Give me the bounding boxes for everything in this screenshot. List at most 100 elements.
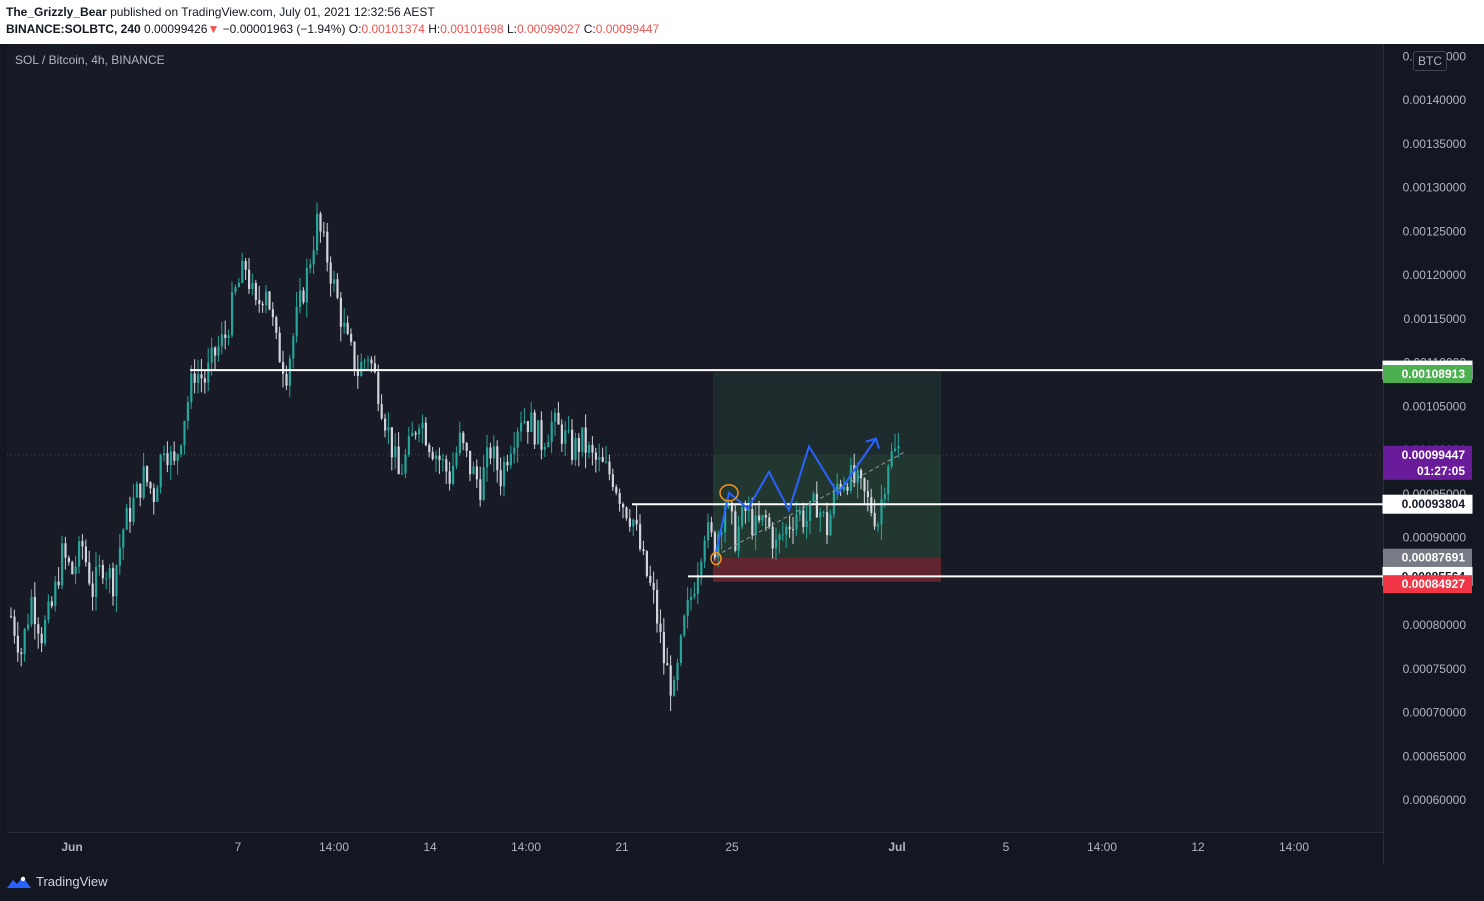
candle-body bbox=[288, 358, 291, 386]
y-tick-label: 0.00140000 bbox=[1403, 93, 1467, 107]
candle-body bbox=[880, 499, 883, 525]
candle-body bbox=[78, 541, 81, 567]
candle-body bbox=[465, 443, 468, 451]
candle-body bbox=[370, 359, 373, 364]
candle-body bbox=[227, 335, 230, 338]
candle-body bbox=[608, 461, 611, 475]
candle-body bbox=[299, 290, 302, 307]
author-name[interactable]: The_Grizzly_Bear bbox=[6, 5, 107, 19]
candle-body bbox=[74, 566, 77, 575]
candle-body bbox=[530, 412, 533, 433]
candle-body bbox=[482, 467, 485, 500]
candle-body bbox=[176, 454, 179, 461]
open-label: O: bbox=[348, 22, 362, 36]
candle-body bbox=[754, 515, 757, 536]
candle-body bbox=[105, 578, 108, 580]
candle-body bbox=[472, 466, 475, 475]
candle-body bbox=[492, 446, 495, 459]
candle-body bbox=[475, 466, 478, 480]
candle-body bbox=[622, 503, 625, 508]
chart-pane[interactable] bbox=[7, 44, 1383, 832]
candle-body bbox=[802, 510, 805, 528]
candle-body bbox=[707, 522, 710, 541]
x-tick-label: 12 bbox=[1191, 840, 1205, 854]
candle-body bbox=[81, 541, 84, 547]
candle-body bbox=[424, 422, 427, 446]
candle-body bbox=[730, 502, 733, 512]
candle-body bbox=[200, 374, 203, 379]
candle-body bbox=[618, 492, 621, 504]
candle-body bbox=[305, 268, 308, 303]
candle-body bbox=[877, 524, 880, 527]
candle-body bbox=[40, 633, 43, 644]
time-axis[interactable] bbox=[7, 832, 1383, 865]
stop-price-tag-box bbox=[1383, 575, 1472, 594]
candle-body bbox=[890, 451, 893, 467]
candle-body bbox=[571, 429, 574, 460]
candle-body bbox=[101, 564, 104, 579]
candle-body bbox=[180, 445, 183, 455]
candle-body bbox=[23, 628, 26, 654]
candle-body bbox=[615, 487, 618, 493]
candle-body bbox=[700, 561, 703, 575]
candle-body bbox=[363, 360, 366, 362]
candle-body bbox=[873, 512, 876, 527]
published-text: published on TradingView.com, July 01, 2… bbox=[110, 5, 435, 19]
candle-body bbox=[537, 420, 540, 445]
candle-body bbox=[414, 432, 417, 435]
candle-body bbox=[234, 287, 237, 293]
tradingview-brand: TradingView bbox=[36, 874, 108, 889]
candle-body bbox=[261, 303, 264, 306]
candle-body bbox=[673, 680, 676, 696]
publish-header: The_Grizzly_Bear published on TradingVie… bbox=[0, 0, 1484, 44]
candle-body bbox=[598, 456, 601, 460]
candle-body bbox=[203, 378, 206, 383]
candle-body bbox=[785, 526, 788, 535]
x-tick-label: 5 bbox=[1003, 840, 1010, 854]
y-tick-label: 0.00060000 bbox=[1403, 793, 1467, 807]
candle-body bbox=[220, 334, 223, 347]
candle-body bbox=[159, 454, 162, 488]
candle-body bbox=[567, 429, 570, 431]
candle-body bbox=[404, 454, 407, 474]
candle-body bbox=[210, 347, 213, 363]
candle-body bbox=[445, 459, 448, 472]
candle-body bbox=[149, 482, 152, 489]
candle-body bbox=[295, 306, 298, 337]
candle-body bbox=[407, 436, 410, 455]
y-tick-label: 0.00105000 bbox=[1403, 399, 1467, 413]
currency-tag[interactable]: BTC bbox=[1413, 51, 1447, 71]
tradingview-logo[interactable]: TradingView bbox=[6, 874, 108, 889]
candle-body bbox=[135, 483, 138, 498]
candle-body bbox=[809, 500, 812, 521]
candle-body bbox=[826, 512, 829, 536]
x-tick-label: 21 bbox=[615, 840, 629, 854]
candle-body bbox=[64, 543, 67, 558]
candle-body bbox=[509, 453, 512, 466]
candle-body bbox=[486, 447, 489, 468]
candle-body bbox=[724, 506, 727, 533]
candle-body bbox=[819, 512, 822, 518]
candle-body bbox=[815, 493, 818, 518]
candle-body bbox=[720, 532, 723, 535]
candle-body bbox=[503, 461, 506, 487]
candle-body bbox=[166, 453, 169, 466]
candle-body bbox=[237, 282, 240, 288]
candle-body bbox=[662, 631, 665, 664]
candle-body bbox=[333, 279, 336, 284]
candle-body bbox=[282, 362, 285, 374]
candle-body bbox=[356, 370, 359, 376]
candle-body bbox=[214, 347, 217, 356]
candle-body bbox=[37, 624, 40, 634]
candle-body bbox=[605, 461, 608, 463]
candle-body bbox=[88, 562, 91, 584]
candle-body bbox=[628, 518, 631, 527]
candle-body bbox=[152, 488, 155, 503]
candle-body bbox=[642, 549, 645, 552]
candle-body bbox=[350, 333, 353, 342]
candle-body bbox=[343, 322, 346, 327]
symbol-label: BINANCE:SOLBTC, 240 bbox=[6, 22, 141, 36]
high-value: 0.00101698 bbox=[440, 22, 504, 36]
candle-body bbox=[448, 471, 451, 484]
candle-body bbox=[390, 427, 393, 458]
